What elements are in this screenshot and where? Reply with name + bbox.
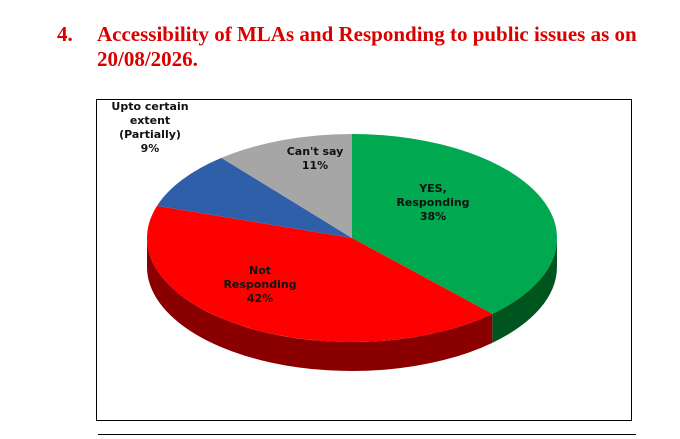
slice-label-0-line-2: 38% [420, 210, 446, 223]
chart-frame [96, 99, 632, 421]
heading-line-1: Accessibility of MLAs and Responding to … [97, 22, 637, 46]
slice-label-2-line-1: extent [130, 114, 170, 127]
pie-sides [147, 238, 557, 371]
pie-side-1 [147, 238, 493, 371]
pie-side-0 [492, 238, 557, 343]
slice-label-1-line-2: 42% [247, 292, 273, 305]
heading-line-2: 20/08/2026. [97, 47, 198, 71]
slice-label-2-line-0: Upto certain [111, 100, 188, 113]
heading-number: 4. [57, 22, 73, 46]
pie-slice-1 [147, 205, 493, 342]
slice-label-3: Can't say 11% [287, 145, 344, 172]
pie-tops [147, 134, 558, 342]
slice-label-0-line-0: YES, [418, 182, 447, 195]
bottom-rule [98, 434, 636, 435]
slice-label-0: YES, Responding 38% [396, 182, 469, 223]
slice-label-1: Not Responding 42% [223, 264, 296, 305]
slice-label-2-line-2: (Partially) [119, 128, 181, 141]
slice-label-2-line-3: 9% [141, 142, 160, 155]
slice-label-3-line-1: 11% [302, 159, 328, 172]
slice-label-2: Upto certain extent (Partially) 9% [111, 100, 188, 155]
slice-label-1-line-1: Responding [223, 278, 296, 291]
slice-label-3-line-0: Can't say [287, 145, 344, 158]
pie-slice-0 [352, 134, 558, 314]
pie-labels: YES, Responding 38%Not Responding 42%Upto ce… [111, 100, 469, 305]
slice-label-1-line-0: Not [249, 264, 271, 277]
pie-slice-2 [157, 157, 352, 238]
pie-slice-3 [221, 134, 352, 238]
slice-label-0-line-1: Responding [396, 196, 469, 209]
